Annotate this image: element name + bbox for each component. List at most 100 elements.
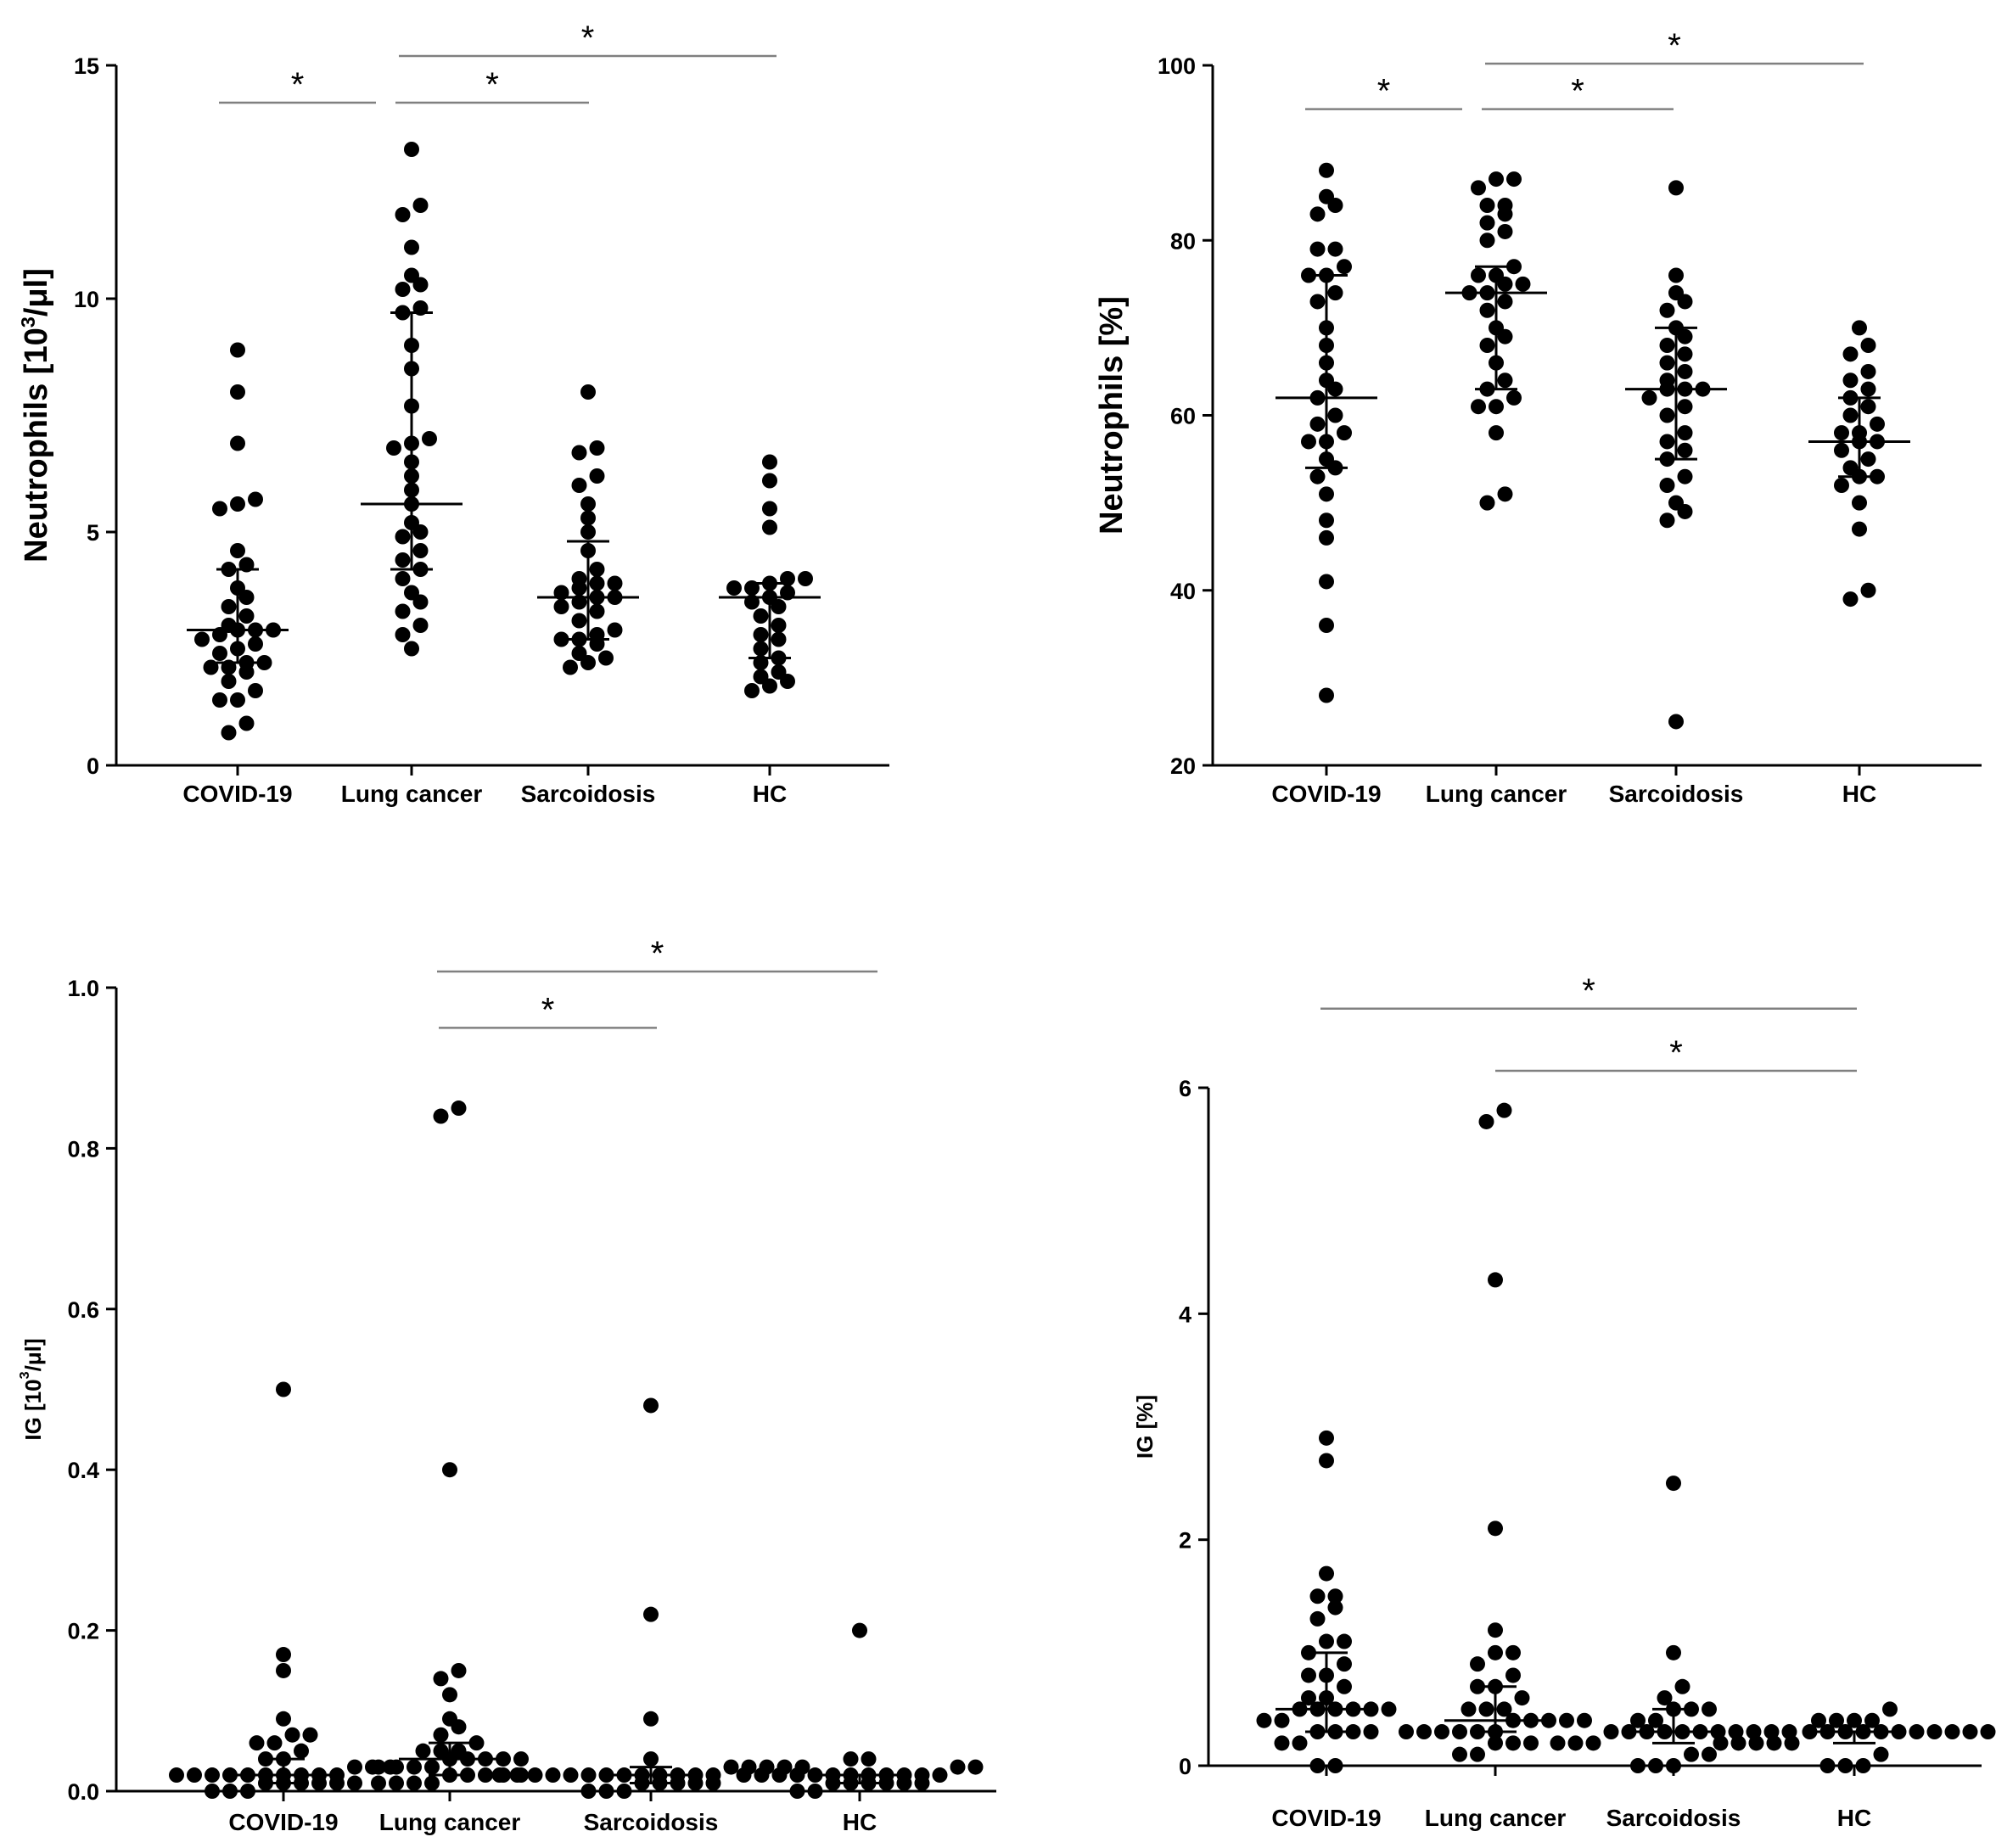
- data-point: [1882, 1701, 1898, 1717]
- data-point: [1702, 1701, 1717, 1717]
- data-point: [932, 1767, 948, 1784]
- data-point: [1309, 1610, 1326, 1627]
- y-axis-label-tail: /μl]: [20, 1338, 46, 1371]
- data-point: [1842, 591, 1859, 608]
- data-point: [1319, 1565, 1334, 1582]
- data-point: [230, 384, 245, 400]
- data-point: [571, 445, 587, 461]
- data-point: [771, 1767, 788, 1784]
- data-point: [726, 580, 742, 596]
- chart-c: 0.0 0.2 0.4 0.6 0.8 1.0 COVID-19 Lung cancer Sar…: [17, 935, 996, 1835]
- data-point: [1784, 1735, 1800, 1751]
- y-tick-label: 6: [1179, 1076, 1191, 1101]
- data-point: [404, 267, 419, 283]
- data-point: [1659, 434, 1675, 450]
- data-point: [1834, 425, 1849, 441]
- data-point: [789, 1784, 805, 1799]
- data-point: [807, 1784, 823, 1799]
- data-point: [1659, 338, 1675, 353]
- data-point: [762, 501, 777, 517]
- data-point: [1471, 180, 1486, 196]
- y-tick-label: 1.0: [67, 976, 99, 1001]
- data-point: [1319, 529, 1334, 546]
- data-point: [753, 608, 769, 624]
- x-tick-label: Sarcoidosis: [1606, 1805, 1741, 1831]
- data-point: [513, 1751, 529, 1767]
- data-point: [1434, 1724, 1449, 1740]
- x-tick-label: Lung cancer: [379, 1809, 521, 1835]
- x-tick-label: Lung cancer: [341, 781, 483, 807]
- data-point: [1860, 451, 1876, 468]
- data-point: [1345, 1724, 1361, 1740]
- data-point: [1873, 1746, 1889, 1762]
- data-point: [1766, 1735, 1782, 1751]
- data-point: [238, 608, 255, 624]
- data-point: [1666, 1758, 1681, 1773]
- data-point: [1496, 1701, 1512, 1717]
- data-point: [1452, 1746, 1467, 1762]
- data-point: [395, 603, 411, 619]
- data-point: [1909, 1724, 1925, 1740]
- data-point: [1648, 1712, 1663, 1728]
- y-axis-label: Neutrophils [%]: [1094, 296, 1130, 535]
- data-point: [1603, 1724, 1619, 1740]
- data-point: [1585, 1735, 1601, 1751]
- data-point: [1337, 1656, 1352, 1672]
- data-point: [1677, 399, 1693, 415]
- data-point: [1748, 1735, 1764, 1751]
- data-point: [545, 1767, 561, 1784]
- data-point: [1497, 294, 1513, 310]
- data-point: [1319, 687, 1334, 703]
- data-point: [1506, 171, 1522, 188]
- data-point: [451, 1100, 467, 1117]
- data-point: [798, 571, 813, 586]
- data-point: [616, 1784, 632, 1799]
- data-point: [496, 1751, 511, 1767]
- data-point: [753, 627, 769, 642]
- data-point: [1677, 425, 1693, 441]
- data-point: [169, 1767, 184, 1784]
- data-point: [580, 496, 596, 512]
- data-point: [1461, 1701, 1477, 1717]
- data-point: [347, 1759, 362, 1775]
- data-point: [1274, 1735, 1290, 1751]
- data-point: [222, 1784, 238, 1799]
- data-point: [1319, 1633, 1334, 1649]
- data-point: [1292, 1735, 1308, 1751]
- data-point: [1523, 1735, 1539, 1751]
- y-tick-label: 60: [1170, 404, 1196, 429]
- y-tick-label: 5: [87, 520, 99, 546]
- data-point: [389, 1775, 404, 1791]
- data-point: [771, 631, 787, 647]
- data-point: [1309, 416, 1326, 432]
- data-point: [744, 683, 760, 698]
- data-point: [598, 1784, 614, 1799]
- data-point: [433, 1743, 449, 1759]
- data-point: [1944, 1724, 1960, 1740]
- data-point: [1496, 1102, 1512, 1118]
- data-point: [371, 1759, 386, 1775]
- data-point: [580, 510, 596, 526]
- data-point: [294, 1743, 309, 1759]
- data-point: [395, 552, 411, 568]
- data-point: [1470, 1656, 1485, 1672]
- data-point: [1659, 478, 1675, 493]
- y-axis-label-tail: /μl]: [19, 268, 54, 316]
- significance-star: *: [651, 935, 664, 972]
- data-point: [222, 1767, 238, 1784]
- data-point: [415, 1743, 431, 1759]
- y-axis-label: Neutrophils [103/μl]: [17, 268, 54, 563]
- data-point: [1860, 399, 1876, 415]
- data-point: [1713, 1735, 1729, 1751]
- data-point: [643, 1711, 659, 1727]
- data-point: [433, 1671, 449, 1687]
- significance-star: *: [1668, 27, 1681, 64]
- data-point: [240, 1784, 255, 1799]
- data-point: [571, 571, 587, 586]
- data-point: [1730, 1735, 1746, 1751]
- data-point: [1630, 1712, 1646, 1728]
- x-tick-label: Lung cancer: [1425, 1805, 1567, 1831]
- x-tick-label: HC: [843, 1809, 877, 1835]
- data-point: [607, 575, 623, 591]
- data-point: [1847, 1712, 1862, 1728]
